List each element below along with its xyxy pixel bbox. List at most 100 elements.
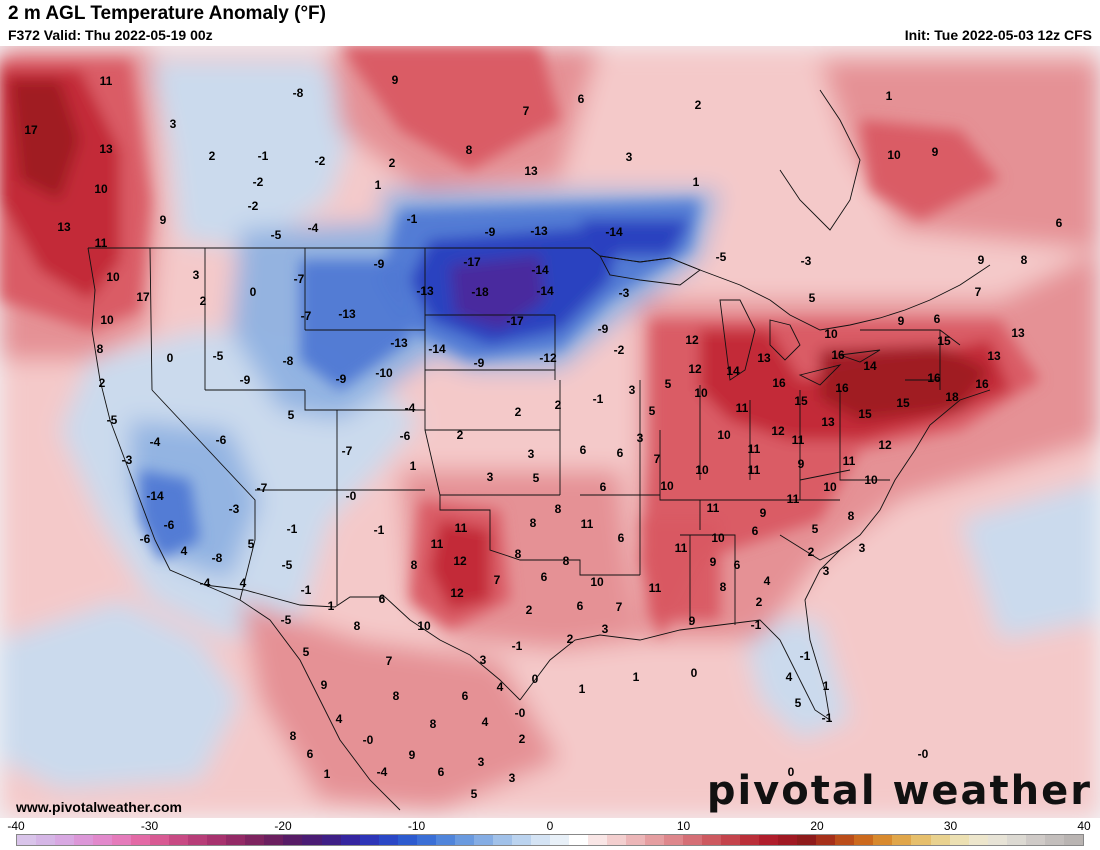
colorbar-swatch bbox=[587, 835, 607, 845]
colorbar-swatch bbox=[740, 835, 760, 845]
anomaly-value-label: 7 bbox=[494, 573, 501, 587]
anomaly-value-label: -5 bbox=[716, 250, 727, 264]
anomaly-value-label: 8 bbox=[430, 717, 437, 731]
anomaly-value-label: -5 bbox=[107, 413, 118, 427]
anomaly-value-label: -7 bbox=[342, 444, 353, 458]
anomaly-value-label: 10 bbox=[694, 386, 708, 400]
colorbar-swatch bbox=[36, 835, 56, 845]
anomaly-value-label: 2 bbox=[519, 732, 526, 746]
anomaly-value-label: 11 bbox=[843, 454, 856, 468]
anomaly-value-label: 2 bbox=[567, 632, 574, 646]
anomaly-value-label: -6 bbox=[400, 429, 411, 443]
anomaly-value-label: -5 bbox=[281, 613, 292, 627]
state-lines-central bbox=[424, 380, 840, 576]
state-lines-east bbox=[680, 329, 961, 625]
anomaly-value-label: 5 bbox=[303, 645, 310, 659]
anomaly-value-label: 6 bbox=[600, 480, 607, 494]
model-init-time: Init: Tue 2022-05-03 12z CFS bbox=[904, 27, 1092, 43]
anomaly-value-label: 10 bbox=[823, 480, 837, 494]
anomaly-value-label: -1 bbox=[258, 149, 269, 163]
anomaly-value-label: 14 bbox=[726, 364, 740, 378]
anomaly-region-warm-red bbox=[860, 120, 1000, 220]
colorbar-swatch bbox=[987, 835, 1007, 845]
colorbar-strip bbox=[16, 834, 1084, 846]
anomaly-value-label: -9 bbox=[485, 225, 496, 239]
anomaly-value-label: 0 bbox=[167, 351, 174, 365]
colorbar-swatch bbox=[702, 835, 722, 845]
anomaly-value-label: 6 bbox=[379, 592, 386, 606]
colorbar-swatch bbox=[1006, 835, 1026, 845]
anomaly-value-label: -14 bbox=[428, 342, 446, 356]
anomaly-value-label: 16 bbox=[927, 371, 941, 385]
anomaly-value-label: -8 bbox=[212, 551, 223, 565]
anomaly-value-label: 8 bbox=[1021, 253, 1028, 267]
anomaly-value-label: -1 bbox=[301, 583, 312, 597]
anomaly-value-label: 8 bbox=[555, 502, 562, 516]
colorbar-swatch bbox=[378, 835, 398, 845]
anomaly-value-label: -7 bbox=[294, 272, 305, 286]
colorbar-swatch bbox=[664, 835, 684, 845]
anomaly-value-label: 10 bbox=[106, 270, 120, 284]
anomaly-value-label: 1 bbox=[633, 670, 640, 684]
colorbar-swatch bbox=[645, 835, 665, 845]
colorbar-swatch bbox=[435, 835, 455, 845]
anomaly-value-label: 3 bbox=[528, 447, 535, 461]
anomaly-value-label: 16 bbox=[772, 376, 786, 390]
anomaly-value-label: -4 bbox=[200, 576, 211, 590]
anomaly-value-label: -14 bbox=[536, 284, 554, 298]
anomaly-value-label: 8 bbox=[530, 516, 537, 530]
colorbar-tick-label: 0 bbox=[546, 819, 554, 833]
anomaly-value-label: 11 bbox=[787, 492, 800, 506]
anomaly-value-label: -8 bbox=[283, 354, 294, 368]
colorbar-swatch bbox=[169, 835, 189, 845]
anomaly-value-label: 11 bbox=[431, 537, 444, 551]
anomaly-value-label: -1 bbox=[374, 523, 385, 537]
anomaly-value-label: 2 bbox=[756, 595, 763, 609]
colorbar-swatch bbox=[778, 835, 798, 845]
anomaly-value-label: 1 bbox=[375, 178, 382, 192]
anomaly-value-label: -1 bbox=[287, 522, 298, 536]
anomaly-value-label: 9 bbox=[409, 748, 416, 762]
anomaly-value-label: 13 bbox=[1011, 326, 1025, 340]
anomaly-value-label: 5 bbox=[809, 291, 816, 305]
anomaly-value-label: 3 bbox=[487, 470, 494, 484]
anomaly-value-label: 0 bbox=[691, 666, 698, 680]
anomaly-value-label: 10 bbox=[887, 148, 901, 162]
anomaly-value-label: -3 bbox=[801, 254, 812, 268]
anomaly-value-label: 11 bbox=[675, 541, 688, 555]
anomaly-value-label: 9 bbox=[932, 145, 939, 159]
anomaly-value-label: -18 bbox=[471, 285, 489, 299]
temperature-anomaly-map: 11 17 13 10 3 2 -1 -2 -2 -2 -8 9 2 1 -1 -5 -4 9 13 11 10 17 10… bbox=[0, 46, 1100, 818]
anomaly-value-label: 16 bbox=[975, 377, 989, 391]
anomaly-value-label: -7 bbox=[257, 481, 268, 495]
anomaly-value-label: 3 bbox=[859, 541, 866, 555]
anomaly-value-label: -14 bbox=[146, 489, 164, 503]
anomaly-value-label: -4 bbox=[150, 435, 161, 449]
state-borders bbox=[87, 89, 991, 811]
anomaly-value-label: 13 bbox=[987, 349, 1001, 363]
anomaly-value-label: 9 bbox=[798, 457, 805, 471]
anomaly-value-label: 10 bbox=[824, 327, 838, 341]
anomaly-region-deep-blue bbox=[580, 220, 690, 255]
anomaly-value-label: -6 bbox=[216, 433, 227, 447]
coastline-west bbox=[87, 247, 401, 811]
anomaly-value-label: -1 bbox=[593, 392, 604, 406]
anomaly-value-label: 10 bbox=[711, 531, 725, 545]
anomaly-value-label: 10 bbox=[590, 575, 604, 589]
anomaly-value-label: 9 bbox=[898, 314, 905, 328]
colorbar-swatch bbox=[93, 835, 113, 845]
anomaly-value-label: 2 bbox=[209, 149, 216, 163]
anomaly-value-label: 10 bbox=[717, 428, 731, 442]
anomaly-value-label: 10 bbox=[100, 313, 114, 327]
anomaly-value-label: 2 bbox=[808, 545, 815, 559]
anomaly-value-label: 10 bbox=[417, 619, 431, 633]
anomaly-value-label: 11 bbox=[792, 433, 805, 447]
great-lakes bbox=[599, 255, 881, 386]
anomaly-value-label: -2 bbox=[315, 154, 326, 168]
anomaly-value-label: 11 bbox=[100, 74, 113, 88]
colorbar-swatch bbox=[854, 835, 874, 845]
anomaly-value-label: -6 bbox=[164, 518, 175, 532]
colorbar-swatch bbox=[816, 835, 836, 845]
anomaly-value-label: 6 bbox=[541, 570, 548, 584]
anomaly-value-label: -14 bbox=[605, 225, 623, 239]
